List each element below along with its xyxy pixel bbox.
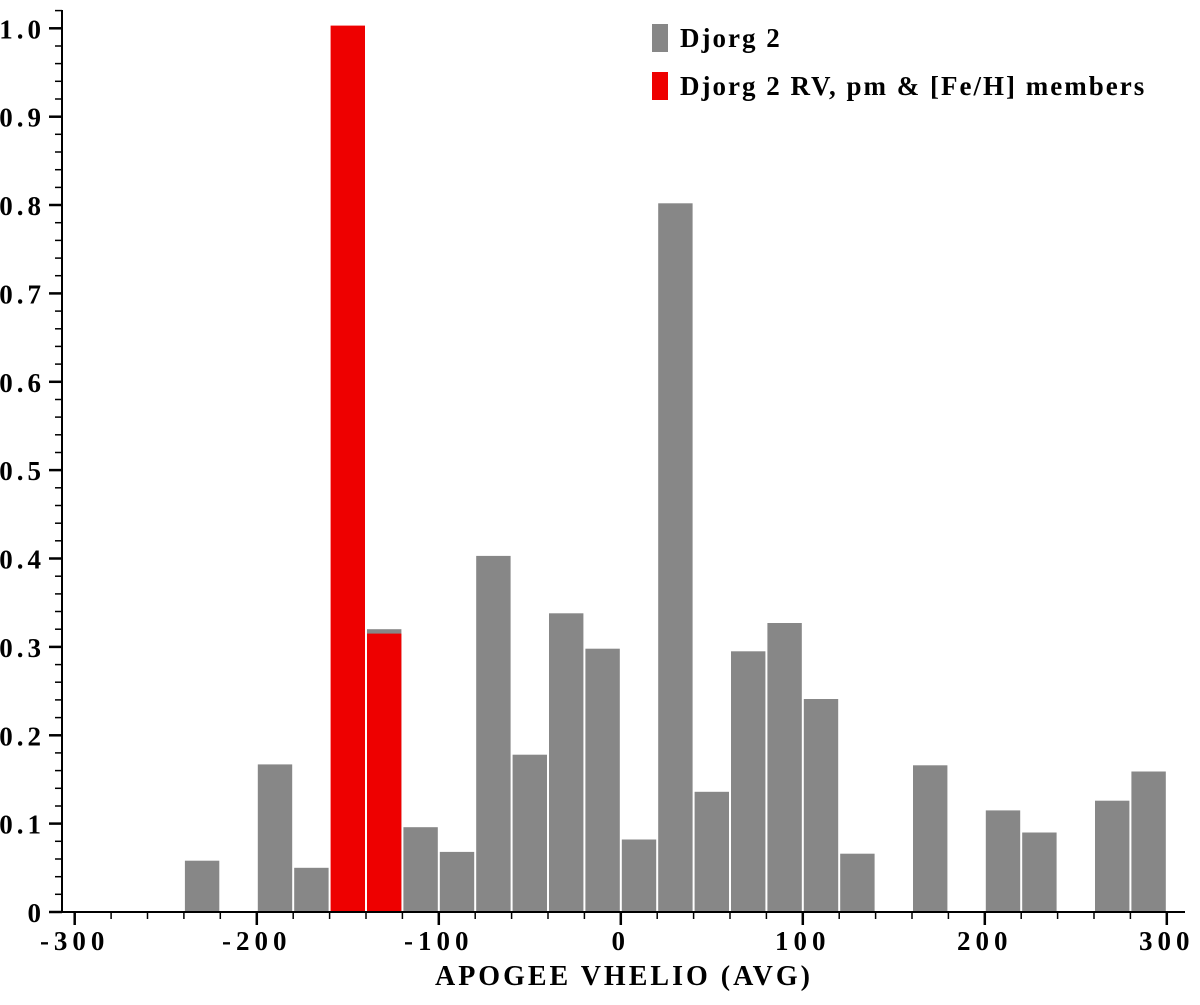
- x-major-ticks: -300 -200 -100 0 100 200 300: [40, 912, 1195, 956]
- y-tick-label: 0.2: [0, 721, 45, 751]
- legend-item: Djorg 2: [652, 23, 782, 53]
- histogram-bar: [585, 648, 620, 912]
- histogram-bar: [621, 839, 657, 912]
- histogram-bar: [367, 633, 402, 912]
- x-tick-label: 200: [957, 926, 1013, 956]
- y-tick-label: 0: [28, 898, 46, 928]
- y-minor-ticks: [55, 9, 62, 896]
- legend-marker-gray: [652, 24, 668, 52]
- series-1-bars: [330, 25, 402, 913]
- histogram-bar: [294, 867, 329, 912]
- histogram-bar: [803, 699, 839, 912]
- y-tick-label: 0.8: [0, 191, 45, 221]
- legend-item: Djorg 2 RV, pm & [Fe/H] members: [652, 71, 1146, 101]
- histogram-bar: [184, 860, 220, 912]
- y-tick-label: 0.3: [0, 633, 45, 663]
- histogram-bar: [913, 765, 948, 912]
- histogram-bar: [1095, 800, 1130, 912]
- legend-label: Djorg 2 RV, pm & [Fe/H] members: [680, 71, 1146, 101]
- histogram-bar: [767, 623, 802, 912]
- histogram-bar: [257, 764, 293, 912]
- x-tick-label: 300: [1139, 926, 1195, 956]
- x-tick-label: -100: [404, 926, 474, 956]
- x-minor-ticks: [110, 912, 1132, 919]
- histogram-bar: [1022, 832, 1057, 912]
- x-tick-label: -300: [40, 926, 110, 956]
- histogram-bar: [985, 810, 1021, 912]
- x-tick-label: 0: [612, 926, 631, 956]
- histogram-bar: [330, 25, 365, 913]
- legend: Djorg 2 Djorg 2 RV, pm & [Fe/H] members: [652, 23, 1146, 101]
- y-tick-label: 0.5: [0, 456, 45, 486]
- histogram-bar: [1131, 771, 1166, 912]
- y-tick-label: 0.1: [0, 810, 45, 840]
- axes-group: [61, 10, 1185, 913]
- y-tick-label: 0.4: [0, 545, 45, 575]
- histogram-bar: [694, 791, 729, 912]
- x-axis-label: APOGEE VHELIO (AVG): [435, 961, 813, 992]
- legend-marker-red: [652, 72, 668, 100]
- y-tick-label: 1.0: [0, 14, 45, 44]
- y-tick-label: 0.9: [0, 103, 45, 133]
- y-tick-label: 0.7: [0, 279, 45, 309]
- bars-group: [184, 25, 1166, 913]
- histogram-bar: [439, 851, 475, 912]
- x-tick-label: 100: [775, 926, 831, 956]
- histogram-bar: [403, 827, 438, 912]
- histogram-bar: [840, 853, 875, 912]
- x-tick-label: -200: [222, 926, 292, 956]
- y-tick-label: 0.6: [0, 368, 45, 398]
- legend-label: Djorg 2: [680, 23, 782, 53]
- histogram-bar: [512, 754, 547, 912]
- histogram-bar: [731, 651, 766, 912]
- histogram-bar: [658, 203, 693, 913]
- histogram-bar: [549, 613, 584, 912]
- y-major-ticks: 0 0.1 0.2 0.3 0.4 0.5 0.6 0.7 0.8 0.9 1.0: [0, 14, 62, 928]
- histogram-bar: [476, 555, 511, 912]
